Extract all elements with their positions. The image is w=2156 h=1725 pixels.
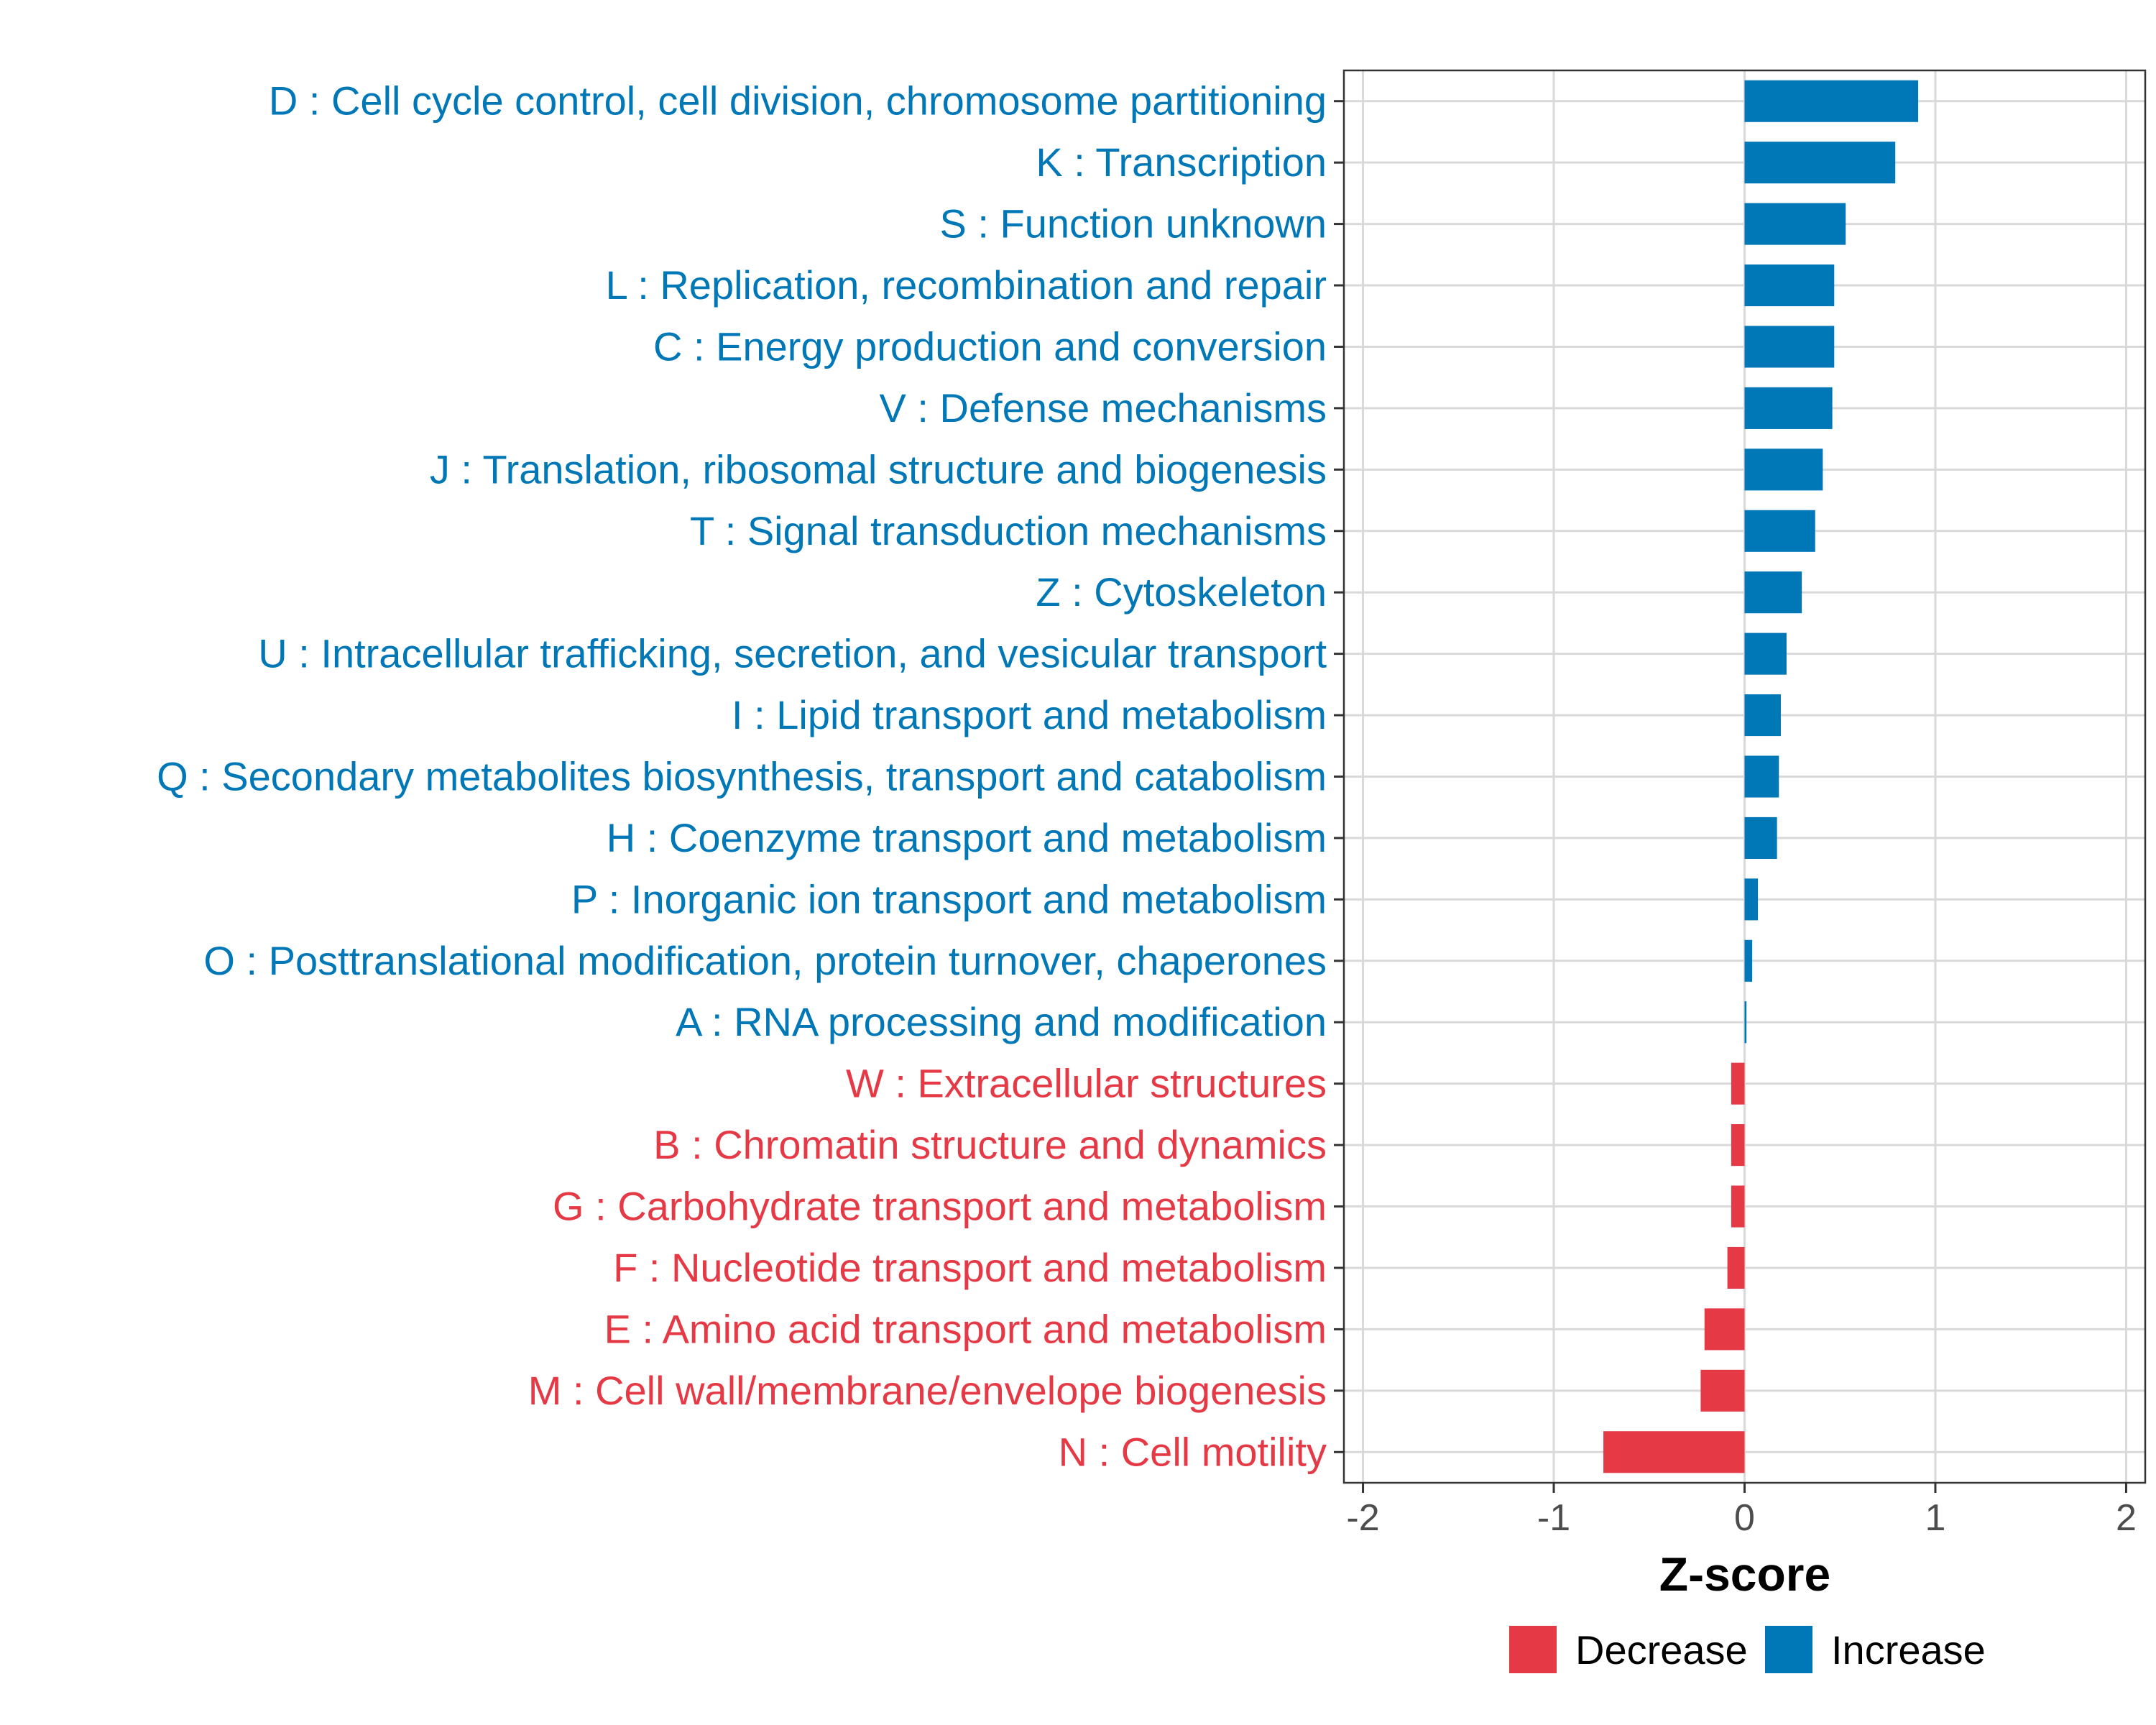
category-label: I : Lipid transport and metabolism (732, 692, 1327, 737)
category-label: N : Cell motility (1059, 1429, 1327, 1474)
category-label: U : Intracellular trafficking, secretion… (258, 631, 1327, 676)
x-tick-label: 1 (1925, 1497, 1946, 1539)
legend-key-increase (1765, 1626, 1812, 1673)
y-axis-labels: D : Cell cycle control, cell division, c… (157, 78, 1327, 1475)
category-label: H : Coenzyme transport and metabolism (607, 815, 1327, 860)
x-axis-title: Z-score (1659, 1547, 1830, 1601)
category-label: B : Chromatin structure and dynamics (653, 1122, 1327, 1167)
x-tick-label: 2 (2116, 1497, 2137, 1539)
category-label: G : Carbohydrate transport and metabolis… (553, 1184, 1327, 1229)
y-axis-ticks (1334, 100, 1344, 1453)
bar (1744, 571, 1802, 614)
category-label: A : RNA processing and modification (676, 999, 1327, 1044)
category-label: L : Replication, recombination and repai… (606, 262, 1327, 308)
bar (1744, 387, 1833, 429)
bar (1731, 1124, 1745, 1167)
category-label: W : Extracellular structures (846, 1061, 1327, 1106)
bar (1744, 755, 1779, 798)
category-label: S : Function unknown (939, 201, 1327, 247)
x-tick-label: -1 (1537, 1497, 1570, 1539)
category-label: Z : Cytoskeleton (1036, 569, 1327, 615)
category-label: J : Translation, ribosomal structure and… (430, 446, 1327, 492)
category-label: K : Transcription (1036, 139, 1327, 185)
bar (1744, 326, 1835, 368)
category-label: E : Amino acid transport and metabolism (604, 1306, 1327, 1351)
bar (1744, 816, 1777, 859)
bar (1731, 1062, 1745, 1105)
bar (1744, 632, 1787, 675)
bar (1704, 1308, 1745, 1351)
bar (1744, 264, 1835, 307)
bar (1727, 1246, 1745, 1289)
bar (1744, 510, 1815, 552)
category-label: O : Posttranslational modification, prot… (203, 938, 1327, 983)
legend-label-decrease: Decrease (1575, 1627, 1748, 1673)
category-label: Q : Secondary metabolites biosynthesis, … (157, 754, 1327, 799)
bar (1744, 694, 1781, 737)
bar (1603, 1431, 1745, 1473)
bar (1700, 1369, 1745, 1412)
bar (1744, 142, 1896, 184)
bar (1744, 80, 1919, 122)
bar (1744, 203, 1846, 245)
bar (1731, 1185, 1745, 1228)
category-label: F : Nucleotide transport and metabolism (613, 1245, 1327, 1290)
legend: Decrease Increase (1509, 1626, 1986, 1673)
category-label: V : Defense mechanisms (880, 385, 1327, 431)
legend-key-decrease (1509, 1626, 1557, 1673)
bar (1744, 448, 1823, 491)
bar (1744, 1001, 1747, 1044)
bars (1603, 80, 1919, 1473)
x-tick-label: -2 (1346, 1497, 1379, 1539)
category-label: P : Inorganic ion transport and metaboli… (571, 876, 1327, 921)
category-label: M : Cell wall/membrane/envelope biogenes… (528, 1368, 1327, 1413)
x-tick-label: 0 (1734, 1497, 1755, 1539)
category-label: T : Signal transduction mechanisms (690, 508, 1327, 553)
bar (1744, 878, 1759, 921)
category-label: C : Energy production and conversion (653, 323, 1327, 369)
bar (1744, 939, 1753, 982)
x-axis-ticks: -2 -1 0 1 2 (1346, 1483, 2137, 1539)
legend-label-increase: Increase (1831, 1627, 1986, 1673)
category-label: D : Cell cycle control, cell division, c… (269, 78, 1327, 124)
